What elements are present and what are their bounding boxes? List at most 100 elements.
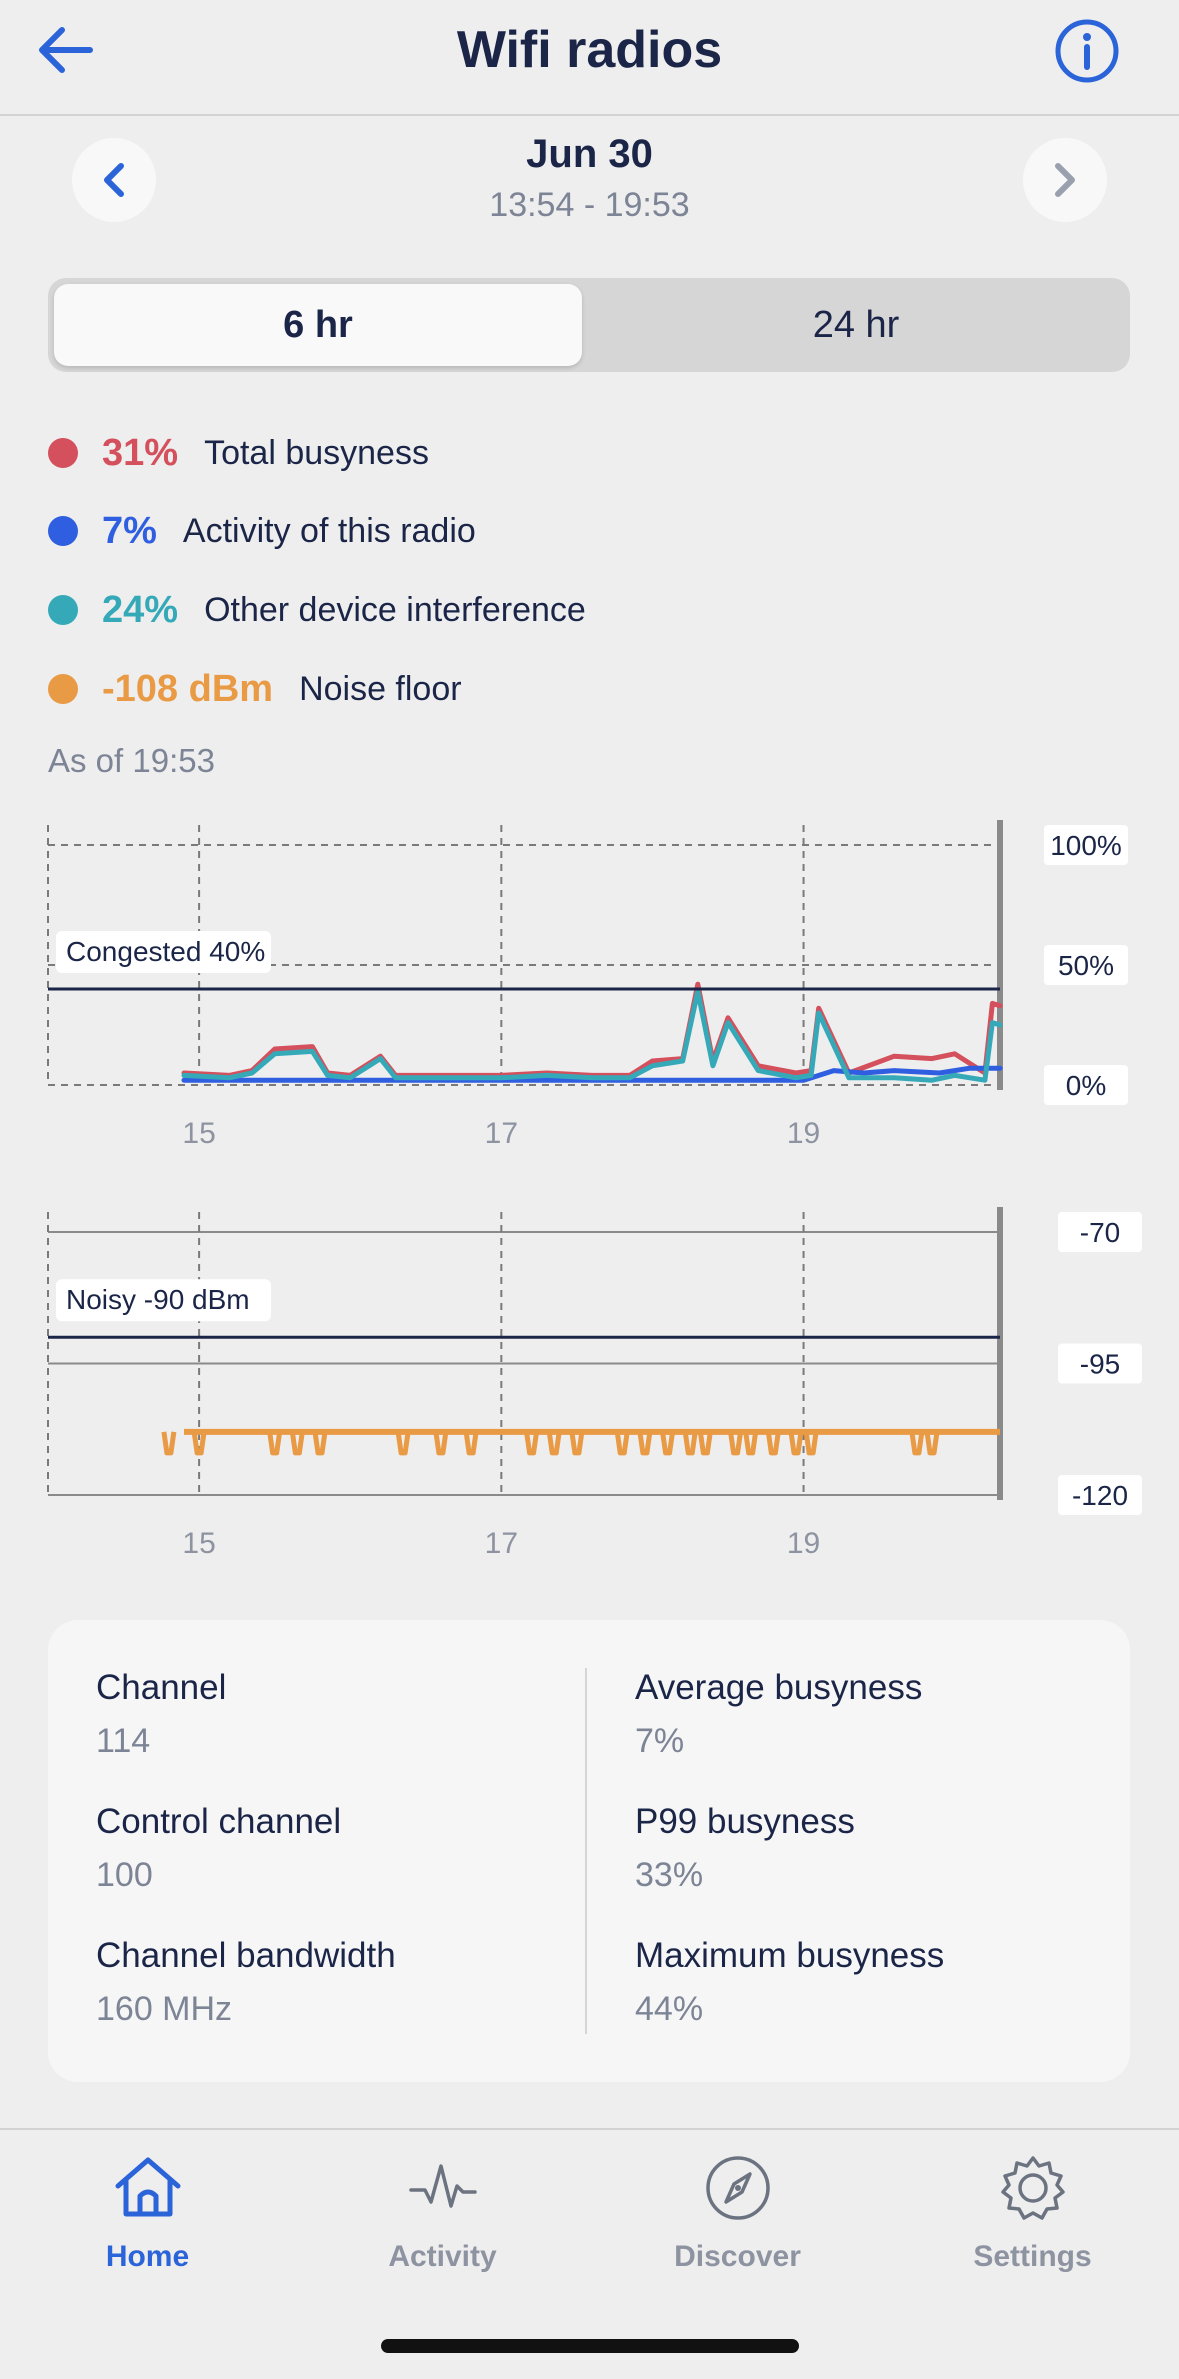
y-tick-background xyxy=(1058,1343,1142,1384)
activity-icon xyxy=(409,2164,477,2208)
noisy-threshold: Noisy -90 dBm xyxy=(48,1279,1000,1339)
y-tick-background xyxy=(1044,825,1128,865)
y-tick-label: -95 xyxy=(1080,1349,1120,1380)
noise-dip xyxy=(161,1431,177,1456)
x-tick-label: 17 xyxy=(485,1117,518,1150)
legend-label: Noise floor xyxy=(299,669,462,708)
noise-dip xyxy=(660,1431,676,1456)
chart-grid xyxy=(47,820,1003,1090)
reference-label: Congested 40% xyxy=(66,936,265,967)
legend-label: Activity of this radio xyxy=(182,511,476,550)
segment-24hr[interactable]: 24 hr xyxy=(812,304,900,346)
x-tick-label: 15 xyxy=(182,1117,215,1150)
chart-grid xyxy=(47,1207,1003,1500)
noise-dip xyxy=(289,1431,305,1456)
chart-tick-labels: 100% 50% 0% 15 17 19 xyxy=(182,825,1128,1150)
bandwidth-label: Channel bandwidth xyxy=(96,1936,396,1975)
tab-label: Settings xyxy=(973,2240,1092,2273)
y-tick-label: -70 xyxy=(1080,1217,1120,1248)
congested-threshold: Congested 40% xyxy=(48,931,1000,991)
legend-label: Other device interference xyxy=(204,590,586,629)
noise-dip xyxy=(697,1431,713,1456)
max-busyness-value: 44% xyxy=(635,1990,704,2028)
noise-dip xyxy=(267,1431,283,1456)
channel-value: 114 xyxy=(96,1722,151,1760)
noise-dip xyxy=(765,1431,781,1456)
y-tick-background xyxy=(1044,945,1128,985)
legend-noise-floor: -108 dBm Noise floor xyxy=(48,664,462,714)
legend-value: 24% xyxy=(102,588,179,631)
tab-settings[interactable]: Settings xyxy=(885,2130,1179,2280)
y-tick-label: 0% xyxy=(1066,1070,1106,1101)
legend-value: -108 dBm xyxy=(102,667,274,710)
as-of-timestamp: As of 19:53 xyxy=(48,742,215,779)
radio-info-card: Channel 114 Control channel 100 Channel … xyxy=(48,1620,1130,2082)
info-button[interactable] xyxy=(1054,18,1120,84)
p99-busyness-label: P99 busyness xyxy=(635,1802,855,1841)
legend-label: Total busyness xyxy=(204,433,429,472)
noise-dip xyxy=(803,1431,819,1456)
x-tick-label: 15 xyxy=(182,1527,215,1560)
busyness-chart: Congested 40% 100% 50% 0% 15 17 19 xyxy=(47,820,1128,1150)
noise-dip xyxy=(728,1431,744,1456)
noise-dip xyxy=(312,1431,328,1456)
average-busyness-value: 7% xyxy=(635,1722,685,1760)
home-icon xyxy=(115,2157,181,2217)
y-tick-label: -120 xyxy=(1072,1480,1128,1511)
legend-value: 31% xyxy=(102,431,179,474)
legend-dot xyxy=(48,674,78,704)
legend-total-busyness: 31% Total busyness xyxy=(48,428,429,478)
header: Wifi radios xyxy=(0,0,1179,116)
x-tick-label: 19 xyxy=(787,1117,820,1150)
legend-dot xyxy=(48,438,78,468)
series-line xyxy=(181,1065,1003,1083)
chevron-left-icon xyxy=(104,163,124,197)
noise-dip xyxy=(524,1431,540,1456)
tab-bar: Home Activity Discover Settings xyxy=(0,2128,1179,2379)
next-day-button[interactable] xyxy=(1023,138,1107,222)
noise-dip xyxy=(637,1431,653,1456)
legend-dot xyxy=(48,516,78,546)
channel-label: Channel xyxy=(96,1668,227,1707)
back-button[interactable] xyxy=(30,20,100,80)
tab-label: Home xyxy=(105,2240,190,2273)
legend-value: 7% xyxy=(102,509,157,552)
noise-dip xyxy=(682,1431,698,1456)
noise-dip xyxy=(924,1431,940,1456)
info-icon xyxy=(1055,19,1119,83)
noise-dip xyxy=(909,1431,925,1456)
legend-interference: 24% Other device interference xyxy=(48,585,586,635)
tab-home[interactable]: Home xyxy=(0,2130,295,2280)
noise-dip xyxy=(463,1431,479,1456)
x-tick-label: 19 xyxy=(787,1527,820,1560)
noise-dip xyxy=(743,1431,759,1456)
noise-dip xyxy=(788,1431,804,1456)
noise-dip xyxy=(191,1431,207,1456)
series-line xyxy=(181,988,1003,1083)
segment-6hr[interactable]: 6 hr xyxy=(54,284,582,366)
noise-dip xyxy=(569,1431,585,1456)
x-tick-label: 17 xyxy=(485,1527,518,1560)
home-indicator xyxy=(381,2339,799,2353)
date-range: 13:54 - 19:53 xyxy=(489,186,690,224)
noise-dip xyxy=(614,1431,630,1456)
gear-icon xyxy=(1001,2156,1065,2220)
arrow-left-icon xyxy=(39,27,93,73)
tab-discover[interactable]: Discover xyxy=(590,2130,885,2280)
y-tick-label: 100% xyxy=(1050,830,1122,861)
chevron-right-icon xyxy=(1055,163,1075,197)
time-range-segment: 6 hr 24 hr xyxy=(48,278,1130,372)
tab-label: Discover xyxy=(674,2240,801,2273)
y-tick-background xyxy=(1058,1212,1142,1252)
legend-dot xyxy=(48,595,78,625)
noise-dip xyxy=(546,1431,562,1456)
chart-series xyxy=(161,1428,1000,1456)
page-title: Wifi radios xyxy=(456,21,723,79)
compass-icon xyxy=(706,2156,770,2220)
noise-floor-chart: Noisy -90 dBm -70 -95 -120 15 17 19 xyxy=(47,1207,1142,1560)
previous-day-button[interactable] xyxy=(72,138,156,222)
tab-activity[interactable]: Activity xyxy=(295,2130,590,2280)
reference-label: Noisy -90 dBm xyxy=(66,1284,250,1315)
chart-tick-labels: -70 -95 -120 15 17 19 xyxy=(182,1212,1142,1560)
y-tick-background xyxy=(1058,1475,1142,1515)
